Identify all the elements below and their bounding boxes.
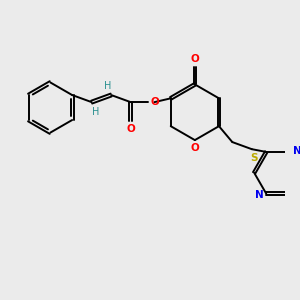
- Text: O: O: [126, 124, 135, 134]
- Text: O: O: [190, 54, 199, 64]
- Text: S: S: [250, 153, 257, 163]
- Text: H: H: [104, 81, 111, 91]
- Text: N: N: [255, 190, 263, 200]
- Text: H: H: [92, 106, 99, 117]
- Text: O: O: [150, 97, 159, 107]
- Text: O: O: [190, 142, 199, 153]
- Text: N: N: [293, 146, 300, 156]
